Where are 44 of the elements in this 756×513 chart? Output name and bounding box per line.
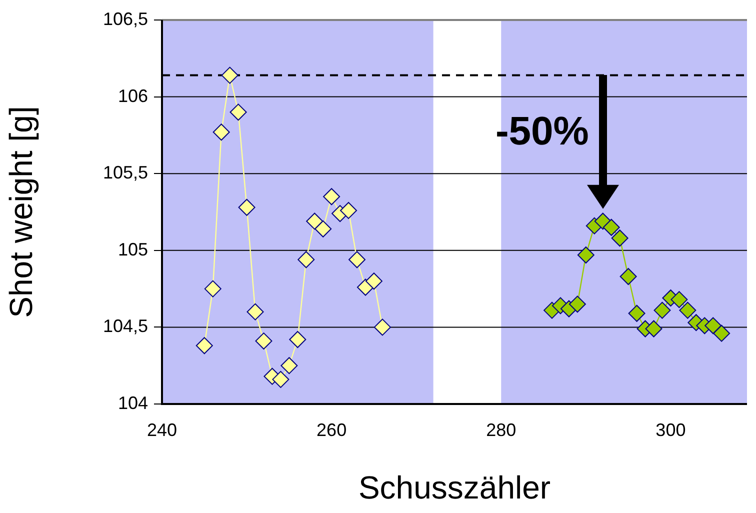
point (628, 304, 646, 322)
x-tick-label: 300 (656, 420, 686, 440)
point (340, 202, 358, 219)
point (298, 251, 315, 268)
point (620, 268, 637, 286)
x-tick-label: 280 (486, 420, 516, 440)
point (713, 324, 730, 342)
point (289, 330, 306, 348)
point (348, 251, 366, 268)
annotation: -50% (495, 109, 589, 154)
point (602, 218, 620, 236)
point (670, 291, 688, 308)
point (196, 337, 213, 354)
point (611, 230, 628, 247)
point (365, 272, 382, 290)
y-tick-label: 106 (118, 86, 148, 106)
point (679, 302, 696, 319)
point (272, 370, 290, 388)
point (654, 302, 671, 319)
y-tick-label: 104 (118, 392, 148, 413)
point (323, 188, 340, 206)
x-tick-label: 260 (316, 420, 347, 440)
y-tick-label: 104,5 (102, 316, 148, 336)
point (204, 280, 222, 298)
point (645, 320, 662, 338)
point (221, 66, 238, 84)
y-tick-label: 105,5 (102, 162, 148, 183)
point (314, 220, 332, 238)
point (246, 303, 264, 320)
point (212, 124, 230, 141)
point (230, 104, 247, 121)
y-axis-title: Shot weight [g] (3, 106, 40, 318)
point (255, 332, 272, 350)
point (704, 317, 722, 334)
y-tick-label: 106,5 (102, 8, 148, 29)
point (568, 296, 586, 313)
x-tick-label: 240 (146, 420, 178, 440)
y-tick-label: 105 (118, 239, 148, 260)
point (238, 198, 256, 216)
point (374, 318, 391, 336)
x-axis-title: Schusszähler (358, 470, 551, 506)
point (306, 212, 324, 230)
point (577, 246, 594, 264)
point (280, 357, 298, 374)
